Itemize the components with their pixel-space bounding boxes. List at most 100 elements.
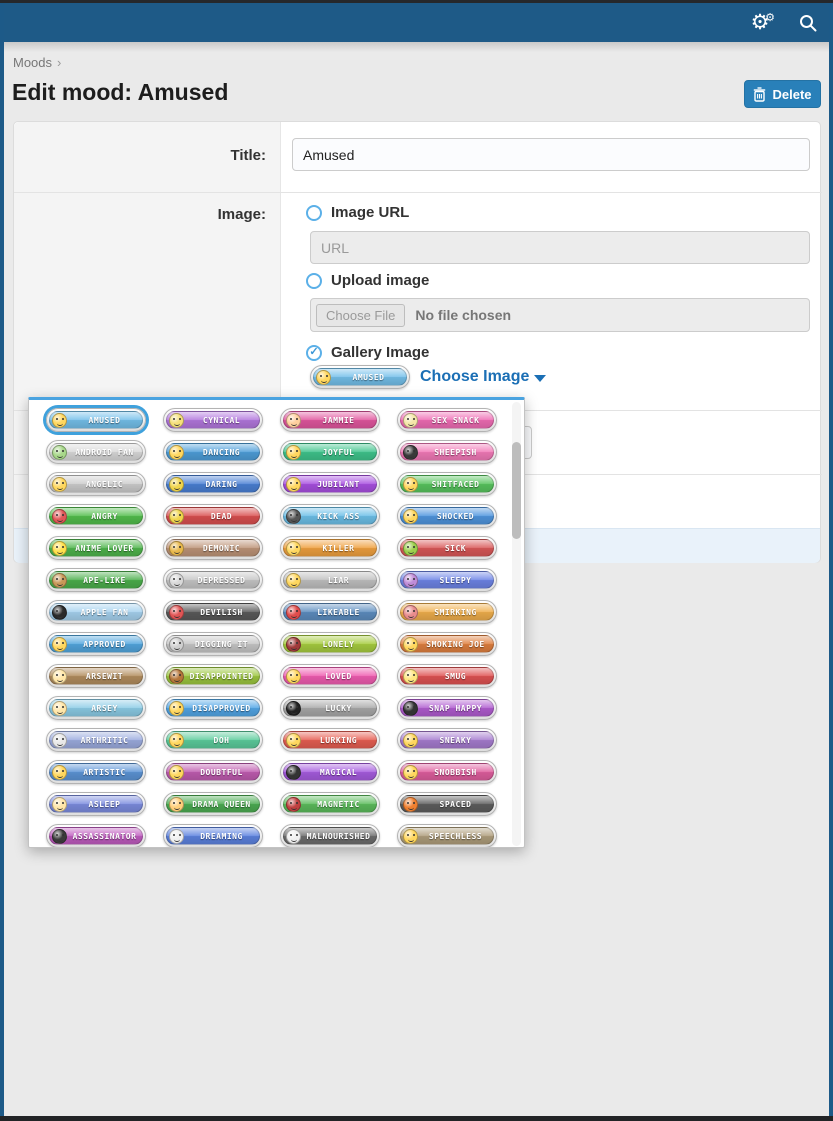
gallery-mood-item[interactable]: LUCKY xyxy=(280,696,380,720)
gallery-mood-item[interactable]: APE-LIKE xyxy=(46,568,146,592)
gallery-mood-item[interactable]: JOYFUL xyxy=(280,440,380,464)
gallery-mood-item[interactable]: LONELY xyxy=(280,632,380,656)
gallery-mood-item[interactable]: DEPRESSED xyxy=(163,568,263,592)
gallery-mood-item[interactable]: ARSEY xyxy=(46,696,146,720)
gallery-mood-item[interactable]: SLEEPY xyxy=(397,568,497,592)
gallery-mood-item-label: ANGRY xyxy=(91,511,118,521)
choose-file-button[interactable]: Choose File xyxy=(316,303,406,327)
gallery-mood-item-label: DEPRESSED xyxy=(197,575,246,585)
gallery-mood-item[interactable]: SPEECHLESS xyxy=(397,824,497,847)
gallery-mood-item-label: LOVED xyxy=(325,671,352,681)
row-divider xyxy=(14,192,822,193)
breadcrumb-moods-link[interactable]: Moods xyxy=(13,55,53,70)
gallery-mood-item-label: LONELY xyxy=(322,639,355,649)
emoticon-icon xyxy=(169,444,184,460)
gallery-mood-item[interactable]: SHITFACED xyxy=(397,472,497,496)
gallery-mood-item[interactable]: MAGNETIC xyxy=(280,792,380,816)
gallery-mood-item-label: LURKING xyxy=(319,735,358,745)
emoticon-icon xyxy=(52,572,67,588)
gallery-mood-item[interactable]: SEX SNACK xyxy=(397,408,497,432)
emoticon-icon xyxy=(403,412,418,428)
gallery-mood-item[interactable]: ASSASSINATOR xyxy=(46,824,146,847)
gallery-mood-item[interactable]: DEMONIC xyxy=(163,536,263,560)
radio-gallery-image[interactable]: ✓ Gallery Image xyxy=(306,344,429,361)
gallery-mood-item[interactable]: DANCING xyxy=(163,440,263,464)
emoticon-icon xyxy=(403,668,418,684)
gallery-mood-item[interactable]: KILLER xyxy=(280,536,380,560)
gallery-mood-item-label: SICK xyxy=(444,543,467,553)
gallery-mood-item[interactable]: DOUBTFUL xyxy=(163,760,263,784)
no-file-chosen-text: No file chosen xyxy=(415,307,512,323)
gallery-mood-item[interactable]: AMUSED xyxy=(46,408,146,432)
emoticon-icon xyxy=(169,508,184,524)
gallery-mood-item[interactable]: ANGRY xyxy=(46,504,146,528)
emoticon-icon xyxy=(286,476,301,492)
delete-button[interactable]: Delete xyxy=(744,80,821,108)
gallery-mood-item[interactable]: SNEAKY xyxy=(397,728,497,752)
gallery-mood-item[interactable]: DISAPPOINTED xyxy=(163,664,263,688)
gallery-mood-item[interactable]: ARSEWIT xyxy=(46,664,146,688)
image-field-label: Image: xyxy=(217,206,266,223)
gallery-mood-item[interactable]: DARING xyxy=(163,472,263,496)
gallery-mood-item-label: LIKEABLE xyxy=(317,607,360,617)
gallery-mood-item-label: SHITFACED xyxy=(431,479,480,489)
gallery-mood-item[interactable]: LURKING xyxy=(280,728,380,752)
gallery-mood-item[interactable]: MALNOURISHED xyxy=(280,824,380,847)
gallery-mood-item[interactable]: ANIME LOVER xyxy=(46,536,146,560)
gallery-mood-item[interactable]: SPACED xyxy=(397,792,497,816)
gallery-mood-item[interactable]: LIKEABLE xyxy=(280,600,380,624)
emoticon-icon xyxy=(403,444,418,460)
gallery-mood-item[interactable]: APPLE FAN xyxy=(46,600,146,624)
emoticon-icon xyxy=(286,796,301,812)
gallery-mood-item[interactable]: DISAPPROVED xyxy=(163,696,263,720)
radio-image-url[interactable]: Image URL xyxy=(306,204,409,221)
emoticon-icon xyxy=(403,828,418,844)
gallery-mood-item[interactable]: APPROVED xyxy=(46,632,146,656)
gallery-mood-item[interactable]: SMOKING JOE xyxy=(397,632,497,656)
gallery-mood-item-label: DISAPPROVED xyxy=(192,703,251,713)
emoticon-icon xyxy=(52,508,67,524)
dropdown-scrollbar-track[interactable] xyxy=(512,402,521,846)
gallery-mood-item[interactable]: JAMMIE xyxy=(280,408,380,432)
gallery-mood-item[interactable]: ANGELIC xyxy=(46,472,146,496)
emoticon-icon xyxy=(403,540,418,556)
gallery-mood-item[interactable]: DREAMING xyxy=(163,824,263,847)
gallery-mood-item[interactable]: SNAP HAPPY xyxy=(397,696,497,720)
title-input[interactable] xyxy=(292,138,810,171)
radio-upload-image[interactable]: Upload image xyxy=(306,272,429,289)
gallery-mood-item[interactable]: ASLEEP xyxy=(46,792,146,816)
gallery-mood-item-label: ASSASSINATOR xyxy=(72,831,137,841)
gallery-mood-item[interactable]: LIAR xyxy=(280,568,380,592)
gallery-mood-item[interactable]: ARTHRITIC xyxy=(46,728,146,752)
gallery-mood-item[interactable]: JUBILANT xyxy=(280,472,380,496)
choose-image-dropdown-toggle[interactable]: Choose Image xyxy=(420,368,547,386)
gallery-mood-item[interactable]: ANDROID FAN xyxy=(46,440,146,464)
gallery-mood-item[interactable]: SHOCKED xyxy=(397,504,497,528)
gallery-mood-item[interactable]: KICK ASS xyxy=(280,504,380,528)
gallery-mood-item[interactable]: DEAD xyxy=(163,504,263,528)
page-title: Edit mood: Amused xyxy=(12,79,229,105)
file-input[interactable]: Choose File No file chosen xyxy=(310,298,810,332)
gallery-mood-item[interactable]: ARTISTIC xyxy=(46,760,146,784)
gallery-mood-item[interactable]: DRAMA QUEEN xyxy=(163,792,263,816)
gallery-mood-item[interactable]: SHEEPISH xyxy=(397,440,497,464)
dropdown-scrollbar-thumb[interactable] xyxy=(512,442,521,539)
emoticon-icon xyxy=(169,476,184,492)
gallery-mood-item[interactable]: LOVED xyxy=(280,664,380,688)
gallery-mood-item[interactable]: SMIRKING xyxy=(397,600,497,624)
gallery-mood-item[interactable]: MAGICAL xyxy=(280,760,380,784)
gallery-mood-item[interactable]: SICK xyxy=(397,536,497,560)
settings-gears-icon[interactable]: ⚙ ⚙ xyxy=(750,11,775,34)
search-icon[interactable] xyxy=(795,10,821,36)
emoticon-icon xyxy=(286,828,301,844)
image-url-input[interactable] xyxy=(310,231,810,264)
gallery-mood-item[interactable]: DOH xyxy=(163,728,263,752)
gallery-mood-item[interactable]: CYNICAL xyxy=(163,408,263,432)
gallery-mood-item[interactable]: SNOBBISH xyxy=(397,760,497,784)
gallery-mood-item-label: DRAMA QUEEN xyxy=(192,799,251,809)
gallery-mood-item[interactable]: DIGGING IT xyxy=(163,632,263,656)
gallery-mood-item-label: ASLEEP xyxy=(88,799,121,809)
emoticon-icon xyxy=(52,828,67,844)
gallery-mood-item[interactable]: SMUG xyxy=(397,664,497,688)
gallery-mood-item[interactable]: DEVILISH xyxy=(163,600,263,624)
